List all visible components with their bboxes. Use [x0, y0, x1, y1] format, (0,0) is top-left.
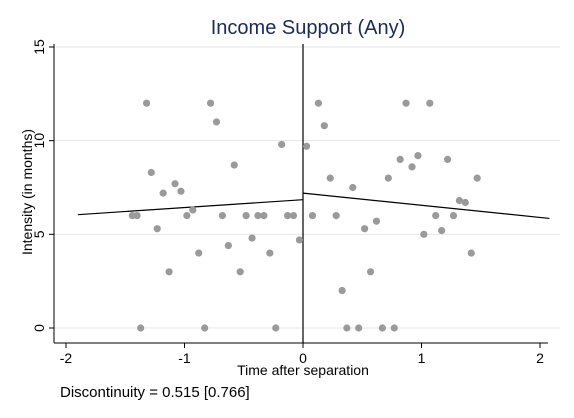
data-point [314, 99, 323, 107]
data-point [414, 152, 422, 160]
data-point [302, 142, 311, 150]
data-point [195, 249, 203, 257]
data-point [212, 118, 221, 126]
data-point [165, 268, 173, 276]
y-tick-label: 15 [31, 39, 47, 55]
data-point [147, 168, 155, 177]
data-point [137, 324, 145, 332]
data-point [349, 183, 357, 192]
x-tick-label: -2 [60, 350, 73, 366]
data-point [338, 286, 346, 295]
data-point [177, 187, 185, 195]
data-point [461, 198, 469, 207]
data-point [283, 212, 292, 220]
data-point [361, 225, 369, 233]
data-point [248, 234, 256, 242]
data-point [133, 212, 141, 220]
data-point [467, 249, 475, 257]
data-point [326, 174, 334, 182]
data-point [455, 197, 464, 205]
data-point [308, 212, 317, 220]
data-point [142, 99, 151, 107]
data-point [289, 212, 298, 220]
data-point [159, 189, 167, 197]
data-point [473, 174, 481, 182]
data-point [332, 212, 340, 220]
y-tick-label: 10 [31, 133, 47, 149]
data-point [443, 155, 452, 163]
scatter-points [128, 99, 481, 332]
data-point [153, 225, 161, 233]
data-point [432, 212, 440, 220]
data-point [206, 99, 215, 107]
data-point [438, 226, 446, 235]
y-tick-label: 0 [31, 324, 47, 332]
data-point [189, 206, 197, 214]
x-axis-label: Time after separation [237, 362, 369, 378]
data-point [372, 217, 381, 225]
y-axis-label: Intensity (in months) [19, 129, 35, 255]
data-point [266, 249, 274, 257]
x-tick-label: -1 [178, 350, 191, 366]
data-point [402, 99, 410, 107]
discontinuity-note: Discontinuity = 0.515 [0.766] [60, 384, 250, 401]
data-point [171, 180, 179, 188]
data-point [278, 140, 286, 149]
x-tick-label: 1 [418, 350, 426, 366]
data-point [242, 212, 250, 220]
data-point [236, 268, 244, 276]
data-point [218, 212, 227, 220]
fit-line [77, 199, 304, 216]
data-point [320, 122, 328, 130]
data-point [254, 212, 262, 220]
chart-title: Income Support (Any) [211, 17, 406, 39]
data-point [230, 161, 238, 169]
data-point [408, 163, 416, 171]
data-point [420, 230, 428, 238]
data-point [260, 212, 268, 220]
y-tick-label: 5 [31, 230, 47, 238]
axes: 0 5 10 15 -2 -1 0 1 2 [31, 39, 548, 366]
data-point [183, 212, 191, 220]
fit-line [302, 192, 550, 220]
fit-lines [77, 192, 550, 220]
x-tick-label: 2 [536, 350, 544, 366]
data-point [449, 212, 458, 220]
data-point [426, 99, 434, 107]
data-point [272, 324, 280, 332]
x-tick-label: 0 [299, 350, 307, 366]
data-point [224, 241, 232, 250]
data-point [384, 174, 392, 182]
data-point [355, 324, 363, 332]
data-point [343, 324, 351, 332]
data-point [366, 268, 375, 276]
data-point [201, 324, 209, 332]
grid-lines [54, 46, 560, 329]
data-point [396, 155, 404, 163]
data-point [378, 324, 386, 332]
data-point [295, 236, 304, 244]
data-point [390, 324, 398, 332]
